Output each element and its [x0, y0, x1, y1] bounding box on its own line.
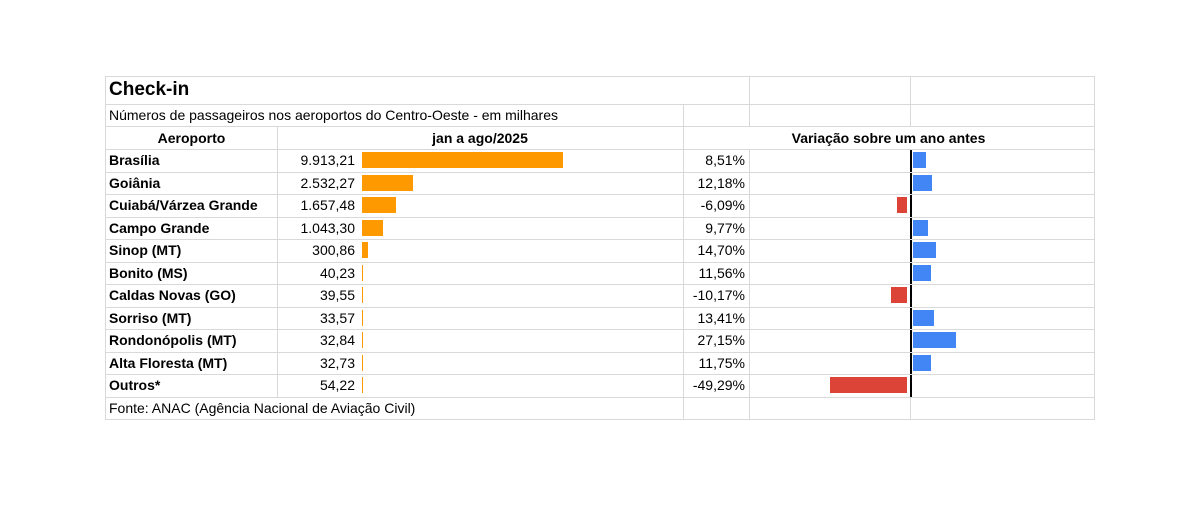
grid-line: [749, 76, 750, 126]
header-airport: Aeroporto: [157, 130, 226, 146]
grid-line: [105, 419, 1094, 420]
variation-value: -6,09%: [700, 197, 745, 213]
variation-value: 9,77%: [705, 220, 745, 236]
grid-line: [105, 149, 1094, 150]
passengers-bar: [362, 152, 563, 168]
passengers-bar: [362, 264, 364, 281]
variation-value: 14,70%: [697, 242, 745, 258]
passengers-value: 9.913,21: [300, 152, 356, 168]
grid-line: [105, 194, 1094, 195]
table-subtitle: Números de passageiros nos aeroportos do…: [109, 107, 558, 123]
variation-positive-bar: [913, 174, 933, 191]
airport-name: Bonito (MS): [109, 265, 188, 281]
variation-negative-bar: [829, 377, 907, 393]
airport-name: Goiânia: [109, 175, 161, 191]
grid-line: [105, 329, 1094, 330]
variation-positive-bar: [913, 264, 932, 281]
variation-value: 13,41%: [697, 310, 745, 326]
passengers-value: 1.657,48: [300, 197, 356, 213]
grid-line: [105, 307, 1094, 308]
airport-name: Brasília: [109, 152, 160, 168]
grid-line: [105, 374, 1094, 375]
header-variation: Variação sobre um ano antes: [791, 130, 986, 146]
variation-positive-bar: [913, 242, 937, 258]
airport-name: Campo Grande: [109, 220, 210, 236]
grid-line: [910, 397, 911, 420]
grid-line: [105, 239, 1094, 240]
variation-value: -49,29%: [692, 377, 745, 393]
grid-line: [105, 397, 1094, 398]
grid-line: [105, 262, 1094, 263]
passengers-value: 300,86: [312, 242, 355, 258]
passengers-value: 32,73: [319, 355, 355, 371]
variation-value: 11,75%: [698, 355, 745, 371]
airport-name: Sinop (MT): [109, 242, 182, 258]
passengers-value: 54,22: [319, 377, 355, 393]
passengers-bar: [362, 287, 364, 303]
variation-value: 12,18%: [697, 175, 745, 191]
variation-positive-bar: [913, 309, 935, 326]
grid-line: [105, 126, 1094, 127]
grid-line: [105, 284, 1094, 285]
airport-name: Alta Floresta (MT): [109, 355, 228, 371]
passengers-value: 32,84: [319, 332, 355, 348]
grid-line: [105, 172, 1094, 173]
passengers-bar: [362, 354, 364, 371]
passengers-value: 39,55: [319, 287, 355, 303]
grid-line: [105, 104, 1094, 105]
header-period: jan a ago/2025: [432, 130, 528, 146]
airport-name: Caldas Novas (GO): [109, 287, 236, 303]
passengers-bar: [362, 197, 396, 213]
grid-line: [105, 76, 1094, 77]
airport-name: Rondonópolis (MT): [109, 332, 237, 348]
airport-name: Cuiabá/Várzea Grande: [109, 197, 258, 213]
variation-negative-bar: [891, 287, 907, 303]
variation-negative-bar: [897, 197, 907, 213]
table-source: Fonte: ANAC (Agência Nacional de Aviação…: [109, 400, 416, 416]
grid-line: [683, 126, 684, 419]
grid-line: [105, 217, 1094, 218]
passengers-value: 33,57: [319, 310, 355, 326]
passengers-bar: [362, 377, 364, 393]
passengers-bar: [362, 332, 364, 348]
passengers-bar: [362, 174, 414, 191]
grid-line: [749, 149, 750, 419]
variation-zero-axis: [910, 149, 912, 397]
variation-value: 27,15%: [697, 332, 745, 348]
variation-value: 11,56%: [698, 265, 745, 281]
variation-value: -10,17%: [692, 287, 745, 303]
passengers-bar: [362, 242, 369, 258]
grid-line: [683, 104, 684, 126]
passengers-bar: [362, 219, 384, 236]
variation-positive-bar: [913, 332, 956, 348]
variation-positive-bar: [913, 152, 927, 168]
table-title: Check-in: [109, 79, 190, 100]
passengers-value: 40,23: [319, 265, 355, 281]
variation-value: 8,51%: [705, 152, 745, 168]
passengers-value: 2.532,27: [300, 175, 356, 191]
variation-positive-bar: [913, 219, 929, 236]
airport-name: Sorriso (MT): [109, 310, 192, 326]
passengers-value: 1.043,30: [300, 220, 356, 236]
variation-positive-bar: [913, 354, 932, 371]
grid-line: [910, 76, 911, 126]
grid-line: [105, 352, 1094, 353]
grid-line: [105, 76, 106, 419]
grid-line: [277, 126, 278, 397]
airport-name: Outros*: [109, 377, 161, 393]
grid-line: [1094, 76, 1095, 420]
passengers-bar: [362, 309, 364, 326]
